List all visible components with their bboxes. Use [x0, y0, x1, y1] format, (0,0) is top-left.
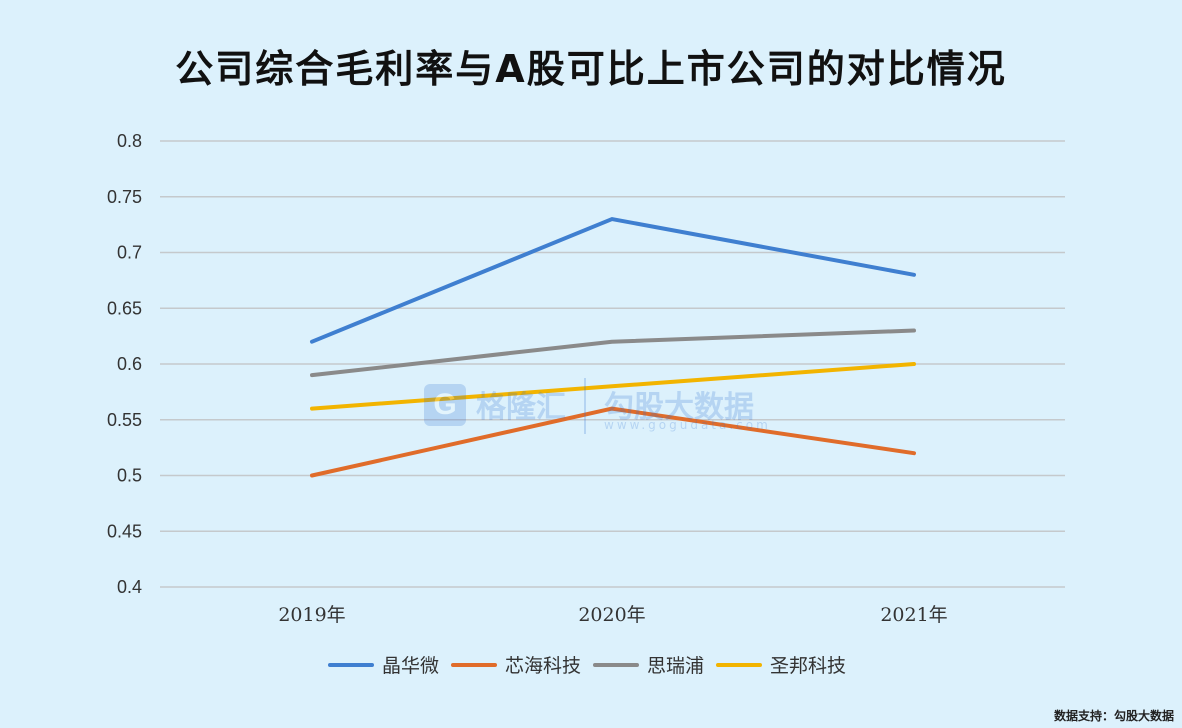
series-line-3 — [310, 362, 916, 411]
legend-swatch — [450, 662, 497, 667]
y-tick-label: 0.8 — [117, 131, 142, 151]
source-note: 数据支持：勾股大数据 — [1053, 709, 1174, 723]
x-tick-label: 2019年 — [278, 604, 345, 626]
legend-swatch — [593, 662, 639, 667]
y-axis-ticks: 0.8 0.75 0.7 0.65 0.6 0.55 0.5 0.45 0.4 — [107, 131, 142, 597]
y-tick-label: 0.5 — [117, 466, 142, 486]
series-line-1 — [310, 406, 916, 478]
legend-label: 芯海科技 — [504, 655, 581, 677]
gridlines — [160, 140, 1065, 588]
legend-swatch — [327, 662, 374, 667]
legend-item: 晶华微 — [327, 651, 447, 678]
legend-label: 思瑞浦 — [647, 655, 705, 677]
y-tick-label: 0.65 — [107, 298, 142, 318]
chart-title: 公司综合毛利率与A股可比上市公司的对比情况 — [175, 47, 1007, 91]
x-axis-ticks: 2019年 2020年 2021年 — [278, 604, 947, 626]
y-tick-label: 0.75 — [107, 187, 142, 207]
chart-legend: 晶华微 芯海科技 思瑞浦 圣邦科技 — [0, 651, 1182, 678]
x-tick-label: 2021年 — [880, 604, 947, 626]
legend-label: 晶华微 — [381, 655, 439, 677]
y-tick-label: 0.4 — [117, 577, 142, 597]
y-tick-label: 0.6 — [117, 354, 142, 374]
legend-swatch — [716, 662, 763, 667]
legend-item: 思瑞浦 — [593, 651, 712, 678]
legend-item: 圣邦科技 — [716, 651, 854, 678]
y-tick-label: 0.55 — [107, 410, 142, 430]
legend-label: 圣邦科技 — [770, 655, 847, 677]
y-tick-label: 0.7 — [117, 243, 142, 263]
series-line-0 — [310, 217, 916, 344]
legend-item: 芯海科技 — [450, 651, 589, 678]
x-tick-label: 2020年 — [578, 604, 645, 626]
y-tick-label: 0.45 — [107, 521, 142, 541]
series-line-2 — [310, 328, 916, 378]
series-lines — [310, 217, 916, 478]
